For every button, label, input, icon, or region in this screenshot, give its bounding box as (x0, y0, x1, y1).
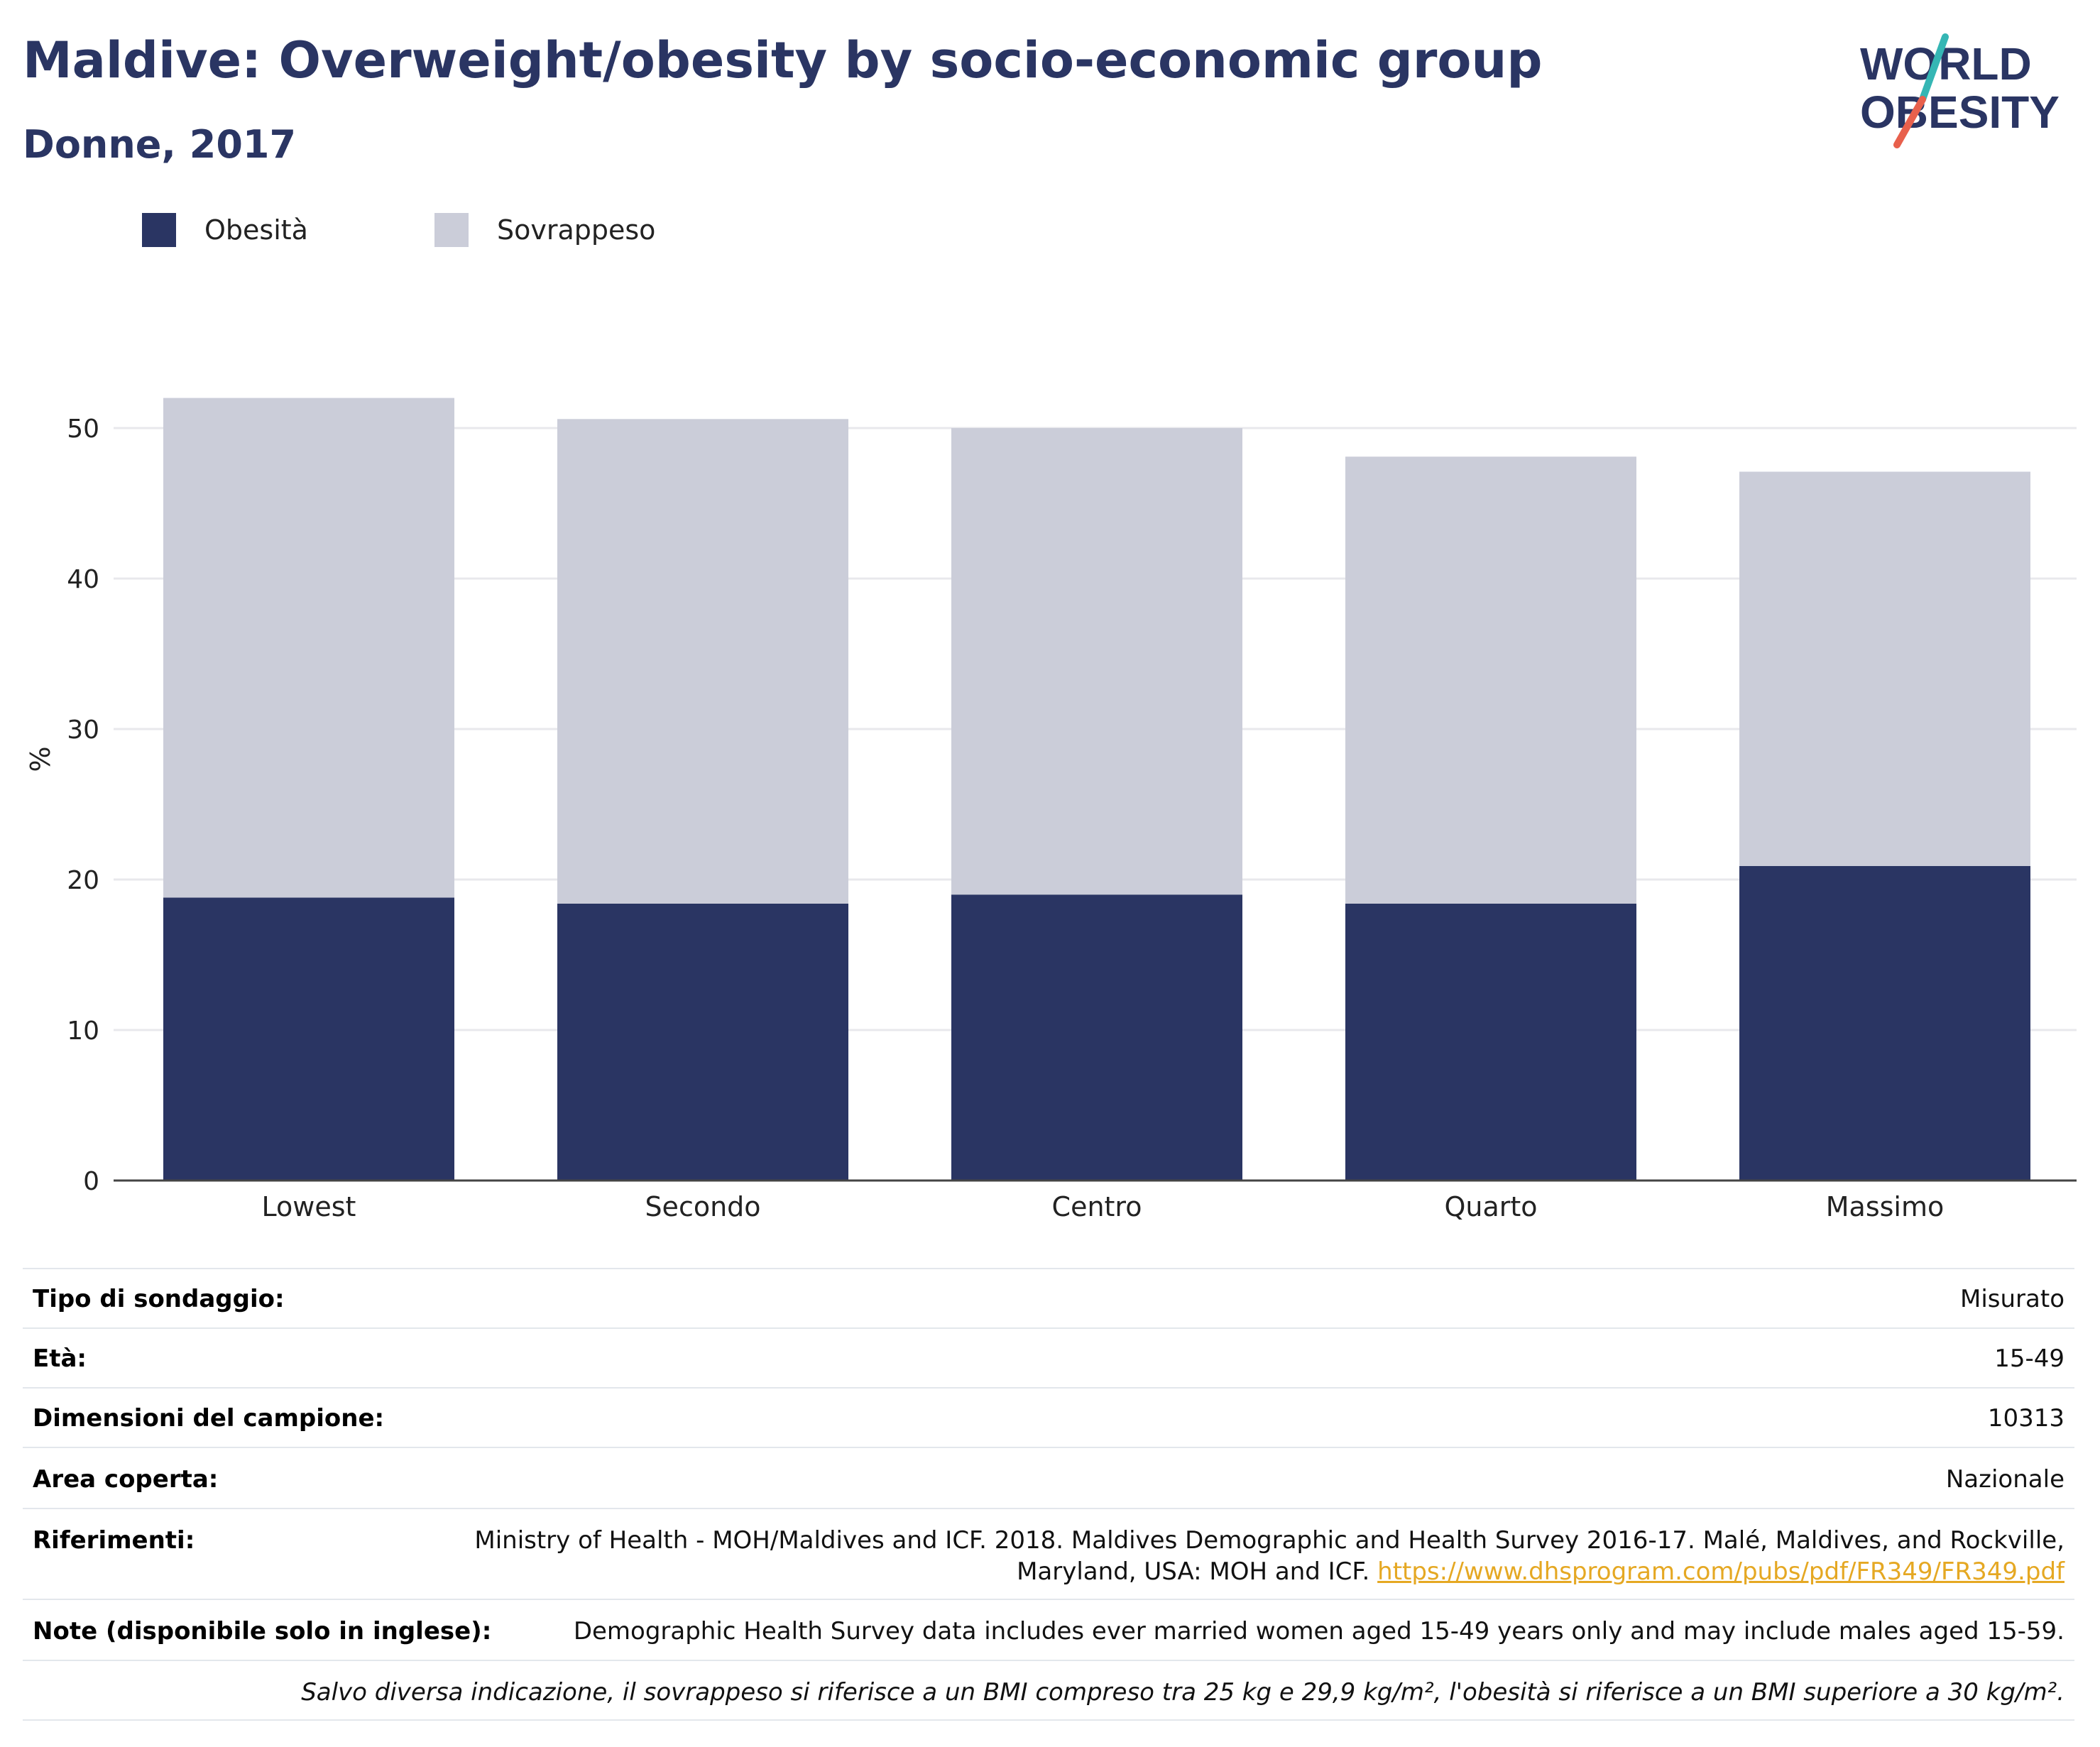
info-row-notes: Note (disponibile solo in inglese): Demo… (23, 1599, 2074, 1660)
legend-swatch-obesita (142, 213, 176, 247)
info-label: Dimensioni del campione: (33, 1404, 385, 1433)
info-row-sample-size: Dimensioni del campione: 10313 (23, 1387, 2074, 1447)
legend-swatch-sovrappeso (434, 213, 469, 247)
y-tick-label: 20 (67, 866, 99, 895)
bar-obesita (1345, 903, 1636, 1181)
reference-link[interactable]: https://www.dhsprogram.com/pubs/pdf/FR34… (1377, 1557, 2065, 1586)
info-label: Tipo di sondaggio: (33, 1285, 285, 1313)
info-value-line2-text: Maryland, USA: MOH and ICF. (1017, 1557, 1378, 1586)
info-value: Nazionale (1945, 1465, 2065, 1494)
info-value: Demographic Health Survey data includes … (573, 1617, 2065, 1645)
bar-chart: 0 10 20 30 40 50% Lowest Secondo Centro Quarto Mas… (25, 398, 2077, 1222)
chart-subtitle: Donne, 2017 (23, 122, 297, 167)
info-row-footnote: Salvo diversa indicazione, il sovrappeso… (23, 1660, 2074, 1721)
bar-sovrappeso (1739, 471, 2030, 866)
logo-slash-teal (1919, 33, 1949, 103)
world-obesity-logo: WORLD OBESITY (1860, 33, 2060, 148)
info-value: Ministry of Health - MOH/Maldives and IC… (474, 1526, 2065, 1555)
footnote-text: Salvo diversa indicazione, il sovrappeso… (301, 1678, 2065, 1707)
info-value: Misurato (1960, 1285, 2065, 1313)
logo-line-world: WORLD (1860, 38, 2032, 89)
bar-sovrappeso (951, 428, 1242, 895)
logo-slash-red (1893, 96, 1926, 148)
info-label: Note (disponibile solo in inglese): (33, 1617, 492, 1645)
logo-line-obesity: OBESITY (1860, 87, 2060, 138)
info-value: 10313 (1987, 1404, 2065, 1433)
y-tick-label: 40 (67, 565, 99, 594)
x-tick-label: Lowest (262, 1191, 356, 1222)
info-row-area: Area coperta: Nazionale (23, 1447, 2074, 1508)
info-label: Area coperta: (33, 1465, 219, 1494)
y-tick-label: 50 (67, 415, 99, 444)
info-value-line2: Maryland, USA: MOH and ICF. https://www.… (1017, 1557, 2065, 1586)
y-tick-label: 10 (67, 1017, 99, 1046)
bar-obesita (951, 894, 1242, 1181)
legend-label-obesita: Obesità (204, 214, 308, 246)
bar-obesita (163, 897, 454, 1181)
bar-obesita (1739, 865, 2030, 1181)
bar-obesita (557, 903, 848, 1181)
info-label: Riferimenti: (33, 1526, 195, 1555)
x-tick-label: Quarto (1444, 1191, 1537, 1222)
y-tick-label: 0 (83, 1167, 99, 1196)
info-row-age: Età: 15-49 (23, 1327, 2074, 1387)
info-label: Età: (33, 1345, 87, 1373)
chart-title: Maldive: Overweight/obesity by socio-eco… (23, 31, 1543, 89)
info-value: 15-49 (1994, 1345, 2065, 1373)
info-row-references: Riferimenti: Ministry of Health - MOH/Ma… (23, 1508, 2074, 1599)
bar-sovrappeso (557, 419, 848, 904)
x-tick-label: Secondo (645, 1191, 760, 1222)
x-tick-label: Massimo (1826, 1191, 1945, 1222)
info-table: Tipo di sondaggio: Misurato Età: 15-49 D… (23, 1268, 2074, 1721)
x-tick-label: Centro (1052, 1191, 1142, 1222)
y-tick-label: 30 (67, 716, 99, 745)
y-axis-label: % (25, 746, 56, 772)
legend-label-sovrappeso: Sovrappeso (497, 214, 656, 246)
info-row-survey-type: Tipo di sondaggio: Misurato (23, 1268, 2074, 1327)
bar-sovrappeso (163, 398, 454, 898)
bar-sovrappeso (1345, 456, 1636, 904)
